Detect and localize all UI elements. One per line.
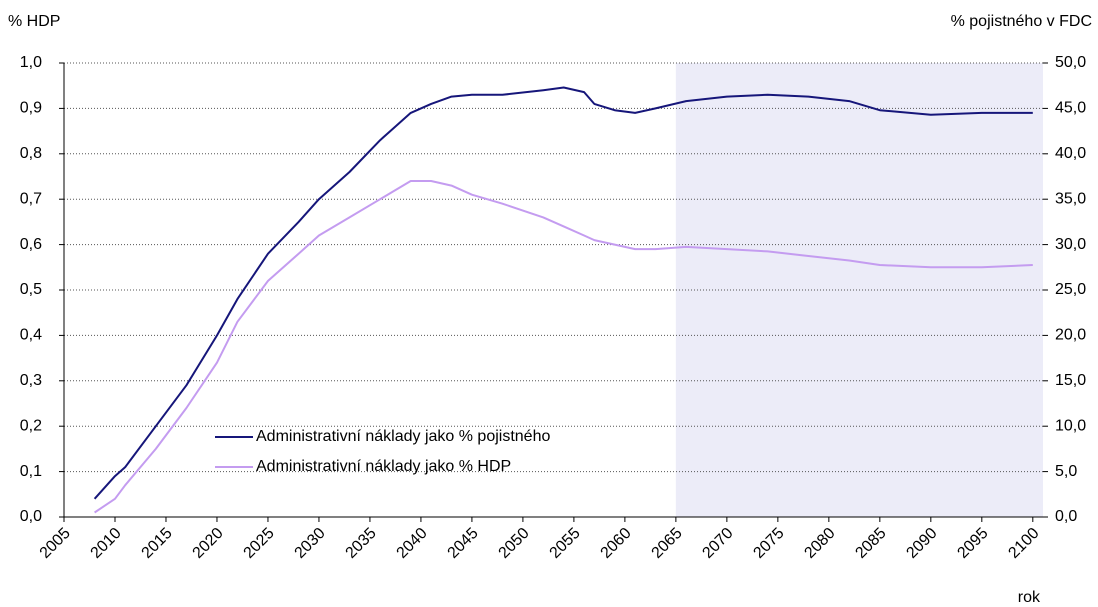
y-tick-label: 0,7 bbox=[20, 190, 42, 207]
y-tick-label: 0,5 bbox=[20, 281, 42, 298]
x-tick-label: 2015 bbox=[139, 525, 176, 562]
x-tick-label: 2085 bbox=[852, 525, 889, 562]
y2-tick-label: 10,0 bbox=[1055, 417, 1086, 434]
y-tick-label: 0,3 bbox=[20, 372, 42, 389]
x-tick-label: 2100 bbox=[1005, 525, 1042, 562]
x-tick-label: 2025 bbox=[241, 525, 278, 562]
series-line bbox=[93, 86, 1033, 500]
y-tick-label: 1,0 bbox=[20, 54, 42, 71]
y2-tick-label: 30,0 bbox=[1055, 236, 1086, 253]
y-tick-label: 0,9 bbox=[20, 100, 42, 117]
x-tick-label: 2090 bbox=[903, 525, 940, 562]
x-tick-label: 2055 bbox=[547, 525, 584, 562]
x-tick-label: 2005 bbox=[37, 525, 74, 562]
y2-tick-label: 40,0 bbox=[1055, 145, 1086, 162]
y2-tick-label: 5,0 bbox=[1055, 463, 1077, 480]
x-tick-label: 2065 bbox=[648, 525, 685, 562]
legend-label: Administrativní náklady jako % pojistnéh… bbox=[256, 428, 550, 445]
y2-tick-label: 0,0 bbox=[1055, 508, 1077, 525]
y-tick-label: 0,6 bbox=[20, 236, 42, 253]
y-tick-label: 0,4 bbox=[20, 327, 42, 344]
legend-label: Administrativní náklady jako % HDP bbox=[256, 458, 511, 475]
y-tick-label: 0,8 bbox=[20, 145, 42, 162]
x-tick-label: 2010 bbox=[88, 525, 125, 562]
x-tick-label: 2050 bbox=[496, 525, 533, 562]
y-tick-label: 0,2 bbox=[20, 417, 42, 434]
y2-tick-label: 50,0 bbox=[1055, 54, 1086, 71]
y-tick-label: 0,1 bbox=[20, 463, 42, 480]
y2-tick-label: 20,0 bbox=[1055, 327, 1086, 344]
y2-tick-label: 45,0 bbox=[1055, 100, 1086, 117]
y2-axis-label: % pojistného v FDC bbox=[951, 13, 1092, 30]
y2-tick-label: 15,0 bbox=[1055, 372, 1086, 389]
x-tick-label: 2040 bbox=[394, 525, 431, 562]
y2-tick-label: 35,0 bbox=[1055, 190, 1086, 207]
x-tick-label: 2070 bbox=[699, 525, 736, 562]
x-tick-label: 2095 bbox=[954, 525, 991, 562]
x-axis-label: rok bbox=[1018, 589, 1041, 606]
x-tick-label: 2060 bbox=[598, 525, 635, 562]
x-tick-label: 2020 bbox=[190, 525, 227, 562]
y-tick-label: 0,0 bbox=[20, 508, 42, 525]
x-tick-label: 2035 bbox=[343, 525, 380, 562]
x-tick-label: 2075 bbox=[750, 525, 787, 562]
series-line bbox=[94, 180, 1033, 514]
x-tick-label: 2045 bbox=[445, 525, 482, 562]
x-tick-label: 2080 bbox=[801, 525, 838, 562]
y2-tick-label: 25,0 bbox=[1055, 281, 1086, 298]
y-axis-label: % HDP bbox=[8, 13, 60, 30]
x-tick-label: 2030 bbox=[292, 525, 329, 562]
